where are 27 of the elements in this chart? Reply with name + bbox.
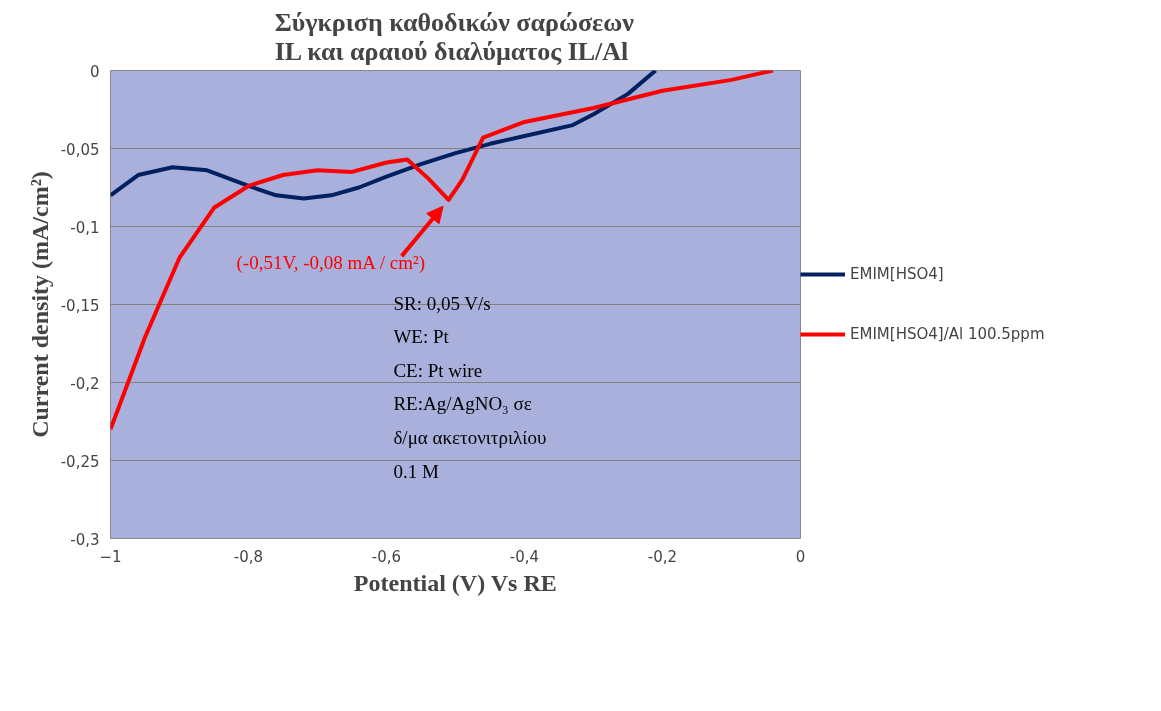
annotation: SR: 0,05 V/s xyxy=(393,292,491,314)
y-tick-label: -0,15 xyxy=(60,296,100,315)
annotation: δ/μα ακετονιτριλίου xyxy=(393,427,547,449)
annotation: 0.1 M xyxy=(393,460,439,482)
line-series xyxy=(110,70,775,432)
y-axis-title: Current density (mA/cm²) xyxy=(26,171,53,438)
annotation: CE: Pt wire xyxy=(393,359,483,381)
x-axis-title: Potential (V) Vs RE xyxy=(353,569,557,596)
y-tick-label: -0,1 xyxy=(70,218,100,237)
x-tick-label: -0,2 xyxy=(647,547,678,566)
x-tick-label: −1 xyxy=(99,547,122,566)
legend-label: EMIM[HSO4]/Al 100.5ppm xyxy=(850,325,1045,343)
x-tick-label: -0,4 xyxy=(509,547,540,566)
chart-title: Σύγκριση καθοδικών σαρώσεων IL και αραιού διαλύματος IL/Al xyxy=(274,7,635,66)
line-series xyxy=(110,70,658,201)
annotation: (-0,51V, -0,08 mA / cm²) xyxy=(236,252,426,275)
x-tick-label: -0,8 xyxy=(233,547,264,566)
y-tick-label: -0,05 xyxy=(60,140,100,159)
annotation: RE:Ag/AgNO₃ σε xyxy=(393,393,532,415)
annotation: WE: Pt xyxy=(393,326,450,348)
y-tick-label: 0 xyxy=(89,62,100,81)
y-tick-label: -0,3 xyxy=(70,530,100,549)
x-tick-label: -0,6 xyxy=(371,547,402,566)
y-tick-label: -0,25 xyxy=(60,452,100,471)
y-tick-label: -0,2 xyxy=(70,374,100,393)
legend-label: EMIM[HSO4] xyxy=(850,265,944,283)
x-tick-label: 0 xyxy=(795,547,806,566)
